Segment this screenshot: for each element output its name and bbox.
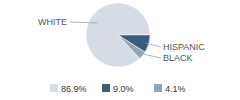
pie-slice — [118, 35, 145, 58]
leader-line — [70, 22, 97, 23]
legend: 86.9% 9.0% 4.1% — [50, 84, 186, 94]
legend-swatch — [102, 84, 110, 92]
category-labels: WHITE HISPANICBLACK — [38, 17, 205, 63]
legend-swatch — [50, 84, 58, 92]
legend-label: 4.1% — [165, 84, 186, 94]
leader-line — [146, 43, 161, 47]
leader-line — [140, 53, 161, 58]
legend-label: 86.9% — [61, 84, 87, 94]
chart-svg: WHITE HISPANICBLACK 86.9% 9.0% 4.1% — [0, 0, 240, 100]
pie-slice — [86, 3, 150, 67]
category-label: HISPANIC — [163, 42, 205, 52]
chart-root: WHITE HISPANICBLACK 86.9% 9.0% 4.1% — [0, 0, 240, 100]
legend-label: 9.0% — [113, 84, 134, 94]
category-label: WHITE — [38, 17, 67, 27]
legend-swatch — [154, 84, 162, 92]
category-label: BLACK — [163, 53, 193, 63]
pie-slices — [86, 3, 150, 67]
